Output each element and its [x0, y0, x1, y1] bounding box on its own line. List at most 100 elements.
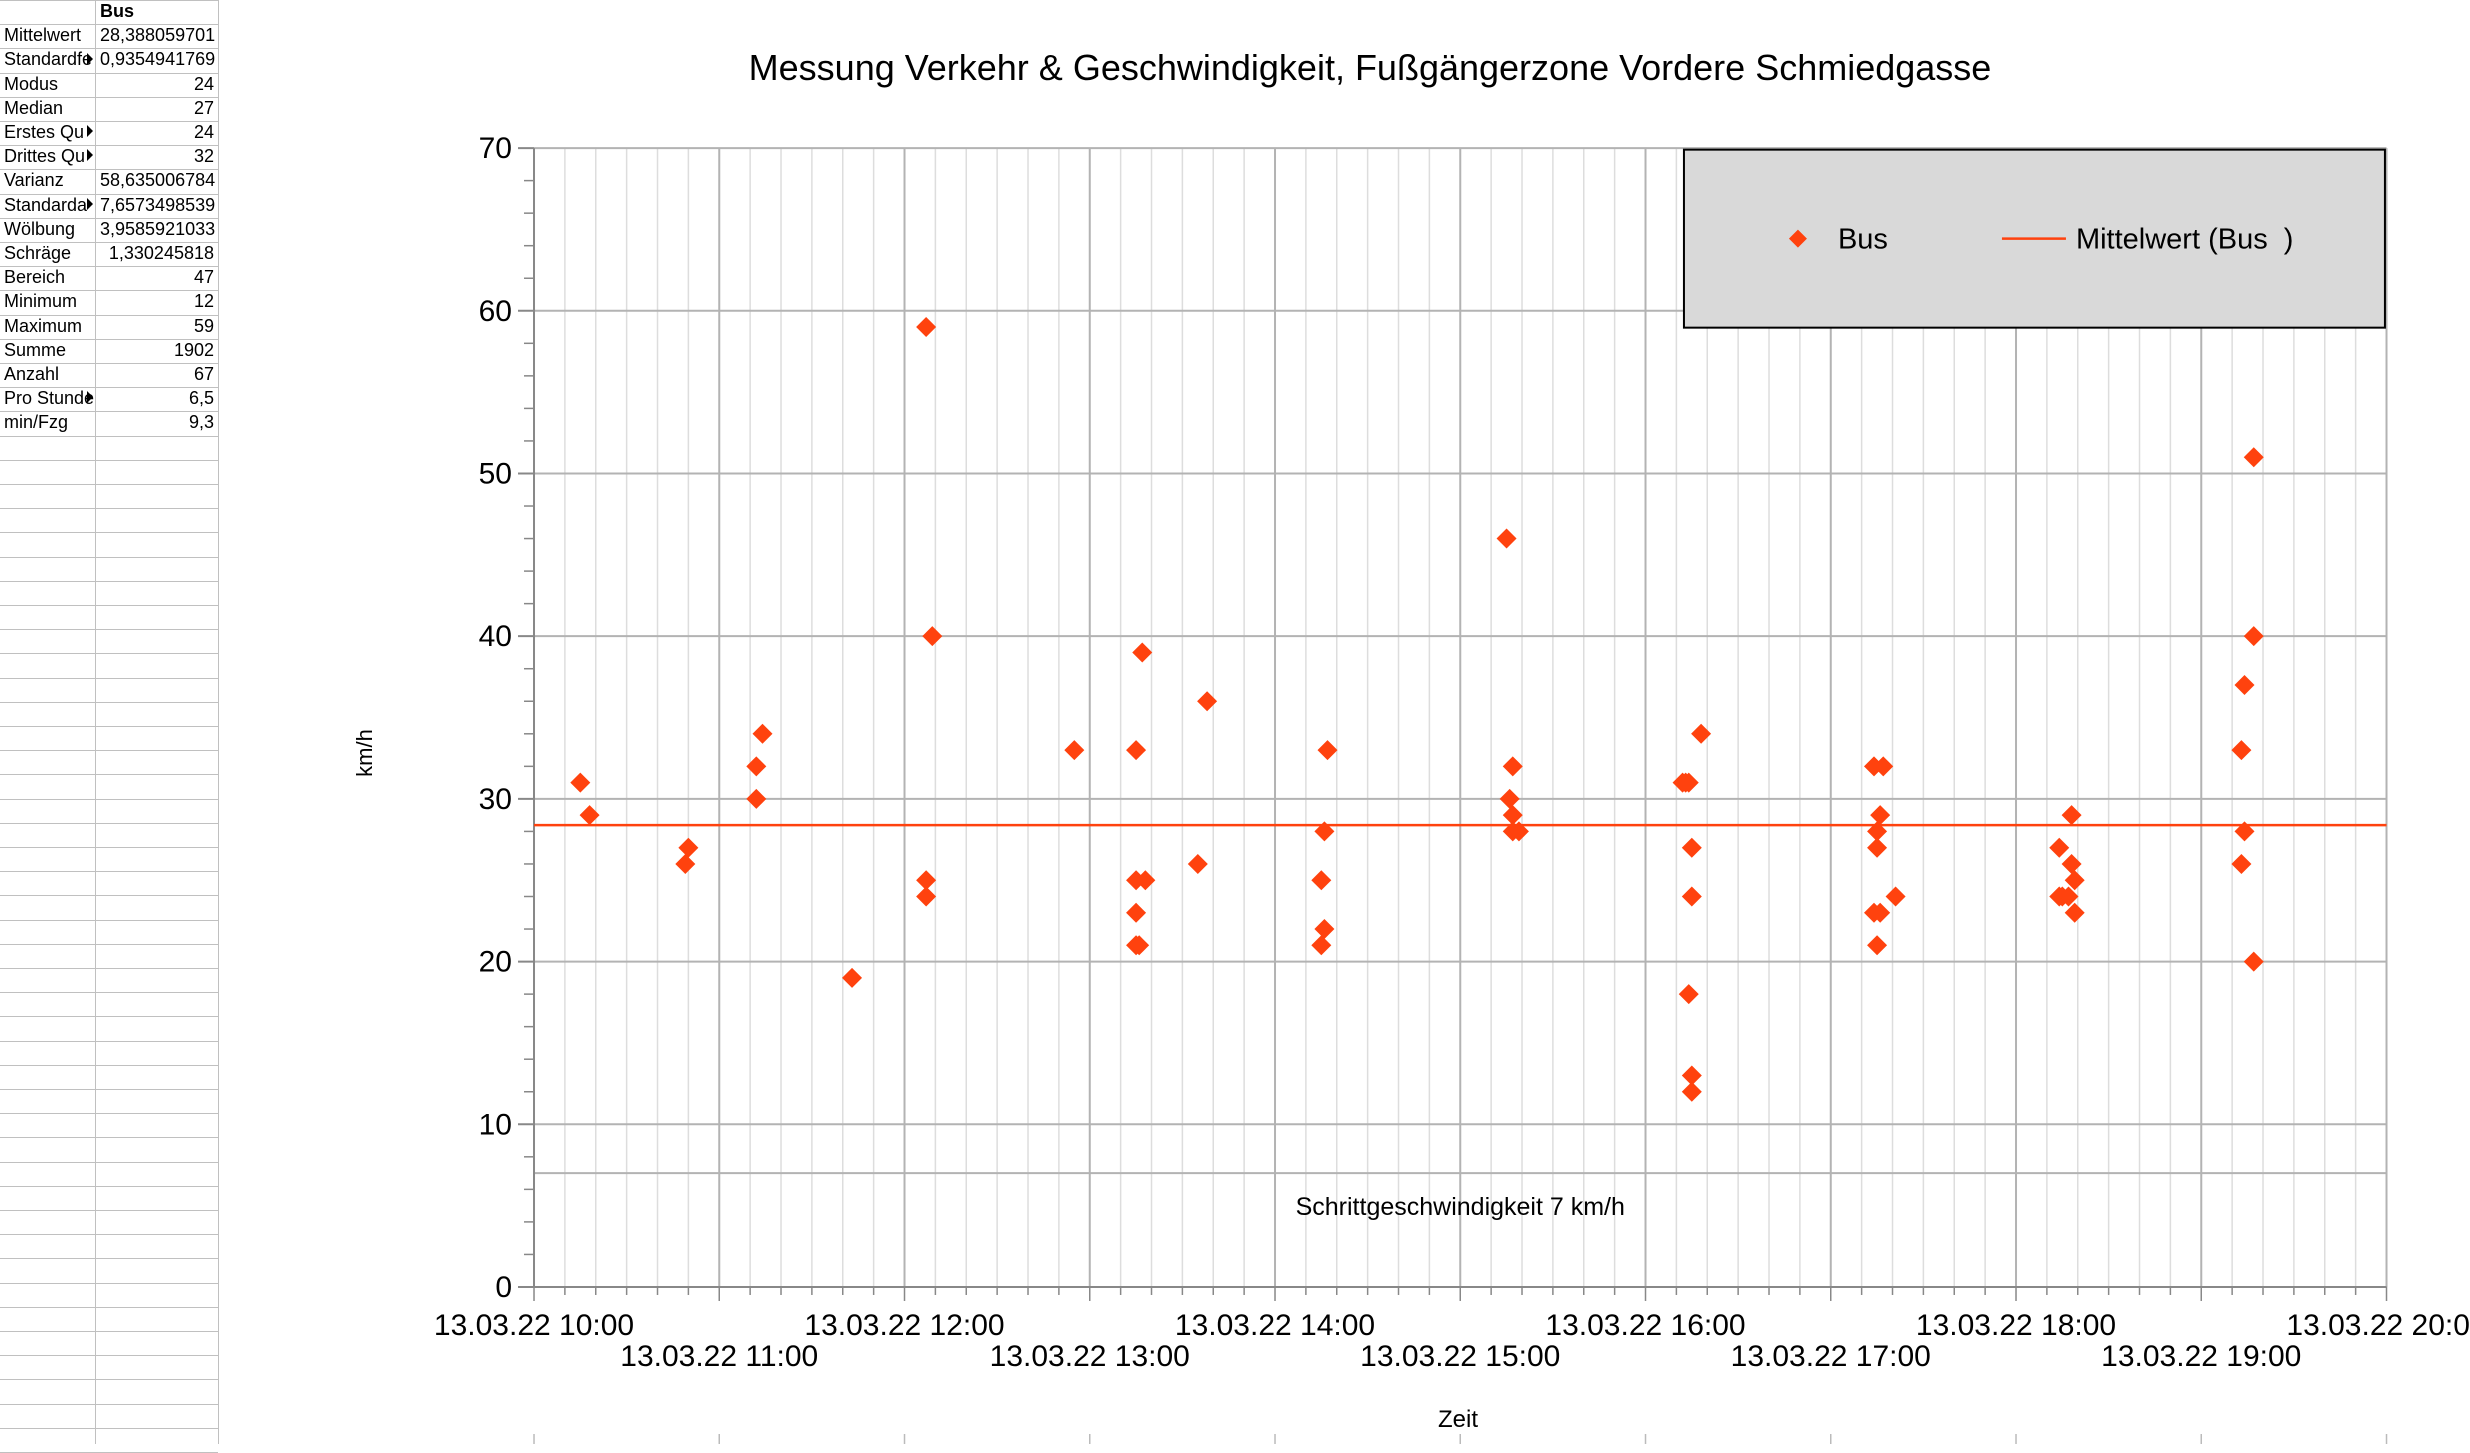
sheet-row-line	[0, 750, 218, 752]
sheet-row-label[interactable]: Bereich	[4, 267, 66, 288]
annotation-label: Schrittgeschwindigkeit 7 km/h	[1296, 1193, 1625, 1221]
x-axis-label: Zeit	[1438, 1406, 1478, 1433]
sheet-row-value[interactable]: 1,330245818	[108, 243, 214, 263]
sheet-row-line	[0, 677, 218, 679]
sheet-row-value[interactable]: 47	[193, 267, 214, 288]
sheet-row-label[interactable]: Anzahl	[4, 364, 60, 384]
sheet-column-line	[218, 0, 219, 1444]
data-point	[1508, 821, 1529, 842]
data-point	[2061, 853, 2082, 874]
overflow-indicator-icon	[87, 391, 93, 404]
sheet-row-value[interactable]: 28,388059701	[100, 25, 216, 46]
data-point	[1311, 935, 1332, 956]
sheet-row-value[interactable]: 24	[193, 73, 214, 94]
data-point	[1064, 740, 1085, 761]
data-point	[570, 772, 591, 793]
sheet-row-line	[0, 1185, 218, 1187]
sheet-row-value[interactable]: 67	[193, 364, 214, 384]
data-point	[2234, 674, 2255, 695]
sheet-column-line	[95, 0, 96, 1444]
data-point	[2243, 447, 2264, 468]
sheet-row-line	[0, 242, 218, 243]
data-point	[1885, 886, 1906, 907]
data-point	[1135, 870, 1156, 891]
chart-legend: Bus Mittelwert (Bus )	[1682, 148, 2386, 329]
sheet-row-label[interactable]: Standardfe	[4, 49, 93, 70]
sheet-row-label[interactable]: Mittelwert	[4, 25, 82, 46]
sheet-row-label[interactable]: Drittes Qu	[4, 146, 86, 167]
sheet-row-label[interactable]: Pro Stunde	[4, 388, 95, 409]
y-tick-label: 70	[479, 132, 512, 165]
sheet-row-label[interactable]: Wölbung	[4, 218, 76, 239]
sheet-row-label[interactable]: Schräge	[4, 243, 72, 263]
chart-title: Messung Verkehr & Geschwindigkeit, Fußgä…	[749, 47, 1992, 88]
sheet-column-header[interactable]: Bus	[100, 1, 135, 21]
sheet-row-line	[0, 1355, 218, 1357]
sheet-row-line	[0, 459, 218, 461]
sheet-row-value[interactable]: 7,6573498539	[100, 194, 216, 215]
sheet-row-value[interactable]: 12	[193, 291, 214, 312]
data-point	[1867, 821, 1888, 842]
statistics-sheet: Bus Mittelwert 28,388059701 Standardfe 0,93…	[0, 0, 346, 1453]
sheet-row-line	[0, 1234, 218, 1236]
sheet-row-line	[0, 992, 218, 994]
data-point	[1870, 805, 1891, 826]
data-point	[746, 788, 767, 809]
sheet-row-label[interactable]: Standarda	[4, 194, 88, 215]
legend-label-mean: Mittelwert (Bus )	[2076, 224, 2294, 256]
sheet-row-value[interactable]: 6,5	[188, 388, 214, 409]
sheet-row-line	[0, 1403, 218, 1405]
sheet-row-label[interactable]: Modus	[4, 73, 59, 94]
data-point	[2231, 853, 2252, 874]
data-point	[1126, 740, 1147, 761]
data-point	[1314, 821, 1335, 842]
sheet-row-line	[0, 266, 218, 268]
sheet-row-line	[0, 387, 218, 389]
sheet-row-line	[0, 435, 218, 437]
sheet-row-line	[0, 968, 218, 969]
sheet-row-label[interactable]: Minimum	[4, 291, 78, 312]
sheet-row-value[interactable]: 58,635006784	[100, 170, 216, 191]
sheet-row-line	[0, 1306, 218, 1308]
sheet-row-label[interactable]: Varianz	[4, 170, 64, 191]
sheet-row-value[interactable]: 1902	[173, 339, 214, 360]
y-tick-label: 50	[479, 457, 512, 490]
data-point	[1502, 756, 1523, 777]
data-point	[1873, 756, 1894, 777]
sheet-row-value[interactable]: 3,9585921033	[100, 218, 216, 239]
x-tick-label: 13.03.22 13:00	[990, 1340, 1190, 1373]
data-point	[579, 805, 600, 826]
data-point	[1867, 935, 1888, 956]
sheet-row-label[interactable]: Maximum	[4, 315, 83, 336]
sheet-row-line	[0, 290, 218, 292]
data-point	[2061, 805, 2082, 826]
data-point	[1681, 1081, 1702, 1102]
legend-marker-bus	[1788, 229, 1807, 248]
sheet-row-label[interactable]: Summe	[4, 339, 67, 360]
data-point	[1197, 691, 1218, 712]
x-tick-label: 13.03.22 12:00	[804, 1309, 1004, 1342]
sheet-row-line	[0, 701, 218, 703]
sheet-row-value[interactable]: 27	[193, 97, 214, 118]
y-tick-label: 0	[495, 1271, 512, 1304]
sheet-row-line	[0, 726, 218, 727]
data-point	[1681, 837, 1702, 858]
sheet-row-value[interactable]: 24	[193, 122, 214, 142]
sheet-row-label[interactable]: Erstes Qu	[4, 122, 85, 142]
data-point	[916, 870, 937, 891]
sheet-row-label[interactable]: min/Fzg	[4, 412, 69, 433]
y-tick-label: 20	[479, 946, 512, 979]
data-point	[746, 756, 767, 777]
data-point	[2234, 821, 2255, 842]
sheet-row-label[interactable]: Median	[4, 97, 64, 118]
sheet-row-value[interactable]: 9,3	[188, 412, 214, 433]
sheet-row-line	[0, 1258, 218, 1260]
sheet-row-value[interactable]: 59	[193, 315, 214, 336]
x-tick-label: 13.03.22 15:00	[1360, 1340, 1560, 1373]
data-point	[2243, 951, 2264, 972]
data-point	[2049, 837, 2070, 858]
sheet-row-value[interactable]: 32	[193, 146, 214, 167]
sheet-row-value[interactable]: 0,9354941769	[100, 49, 216, 70]
sheet-row-line	[0, 943, 218, 945]
x-tick-label: 13.03.22 10:00	[434, 1309, 634, 1342]
